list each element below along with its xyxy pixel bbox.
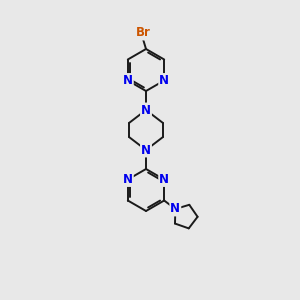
Text: N: N [159, 173, 169, 186]
Text: N: N [123, 173, 133, 186]
Text: N: N [141, 103, 151, 116]
Text: Br: Br [136, 26, 150, 40]
Text: N: N [141, 143, 151, 157]
Text: N: N [123, 74, 133, 87]
Text: N: N [159, 74, 169, 87]
Text: N: N [170, 202, 180, 215]
